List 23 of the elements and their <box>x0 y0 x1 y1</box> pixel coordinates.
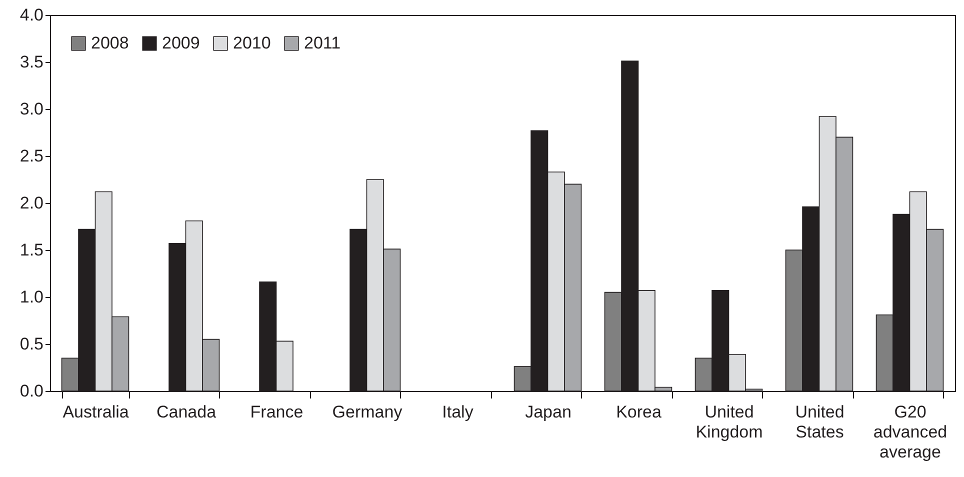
x-tick-label: Japan <box>525 402 572 422</box>
y-tick-label: 2.5 <box>20 146 44 166</box>
x-tick-label: G20 advanced average <box>873 402 948 462</box>
y-tick-label: 3.0 <box>20 100 44 118</box>
y-tick-label: 4.0 <box>20 6 44 24</box>
legend-label: 2009 <box>162 34 200 53</box>
legend-label: 2011 <box>304 34 341 53</box>
x-tick-label: United Kingdom <box>696 402 763 442</box>
x-tick-label: Australia <box>62 402 130 422</box>
x-tick-label: Korea <box>616 402 662 422</box>
y-tick-label: 3.5 <box>20 52 44 72</box>
y-tick-label: 1.0 <box>20 288 44 306</box>
y-tick-label: 0.0 <box>20 382 44 400</box>
y-tick-label: 0.5 <box>20 334 44 354</box>
x-tick-label: Canada <box>156 402 217 422</box>
y-tick-label: 2.0 <box>20 194 44 212</box>
x-tick-label: United States <box>795 402 844 442</box>
x-tick-label: Germany <box>332 402 403 422</box>
legend-label: 2008 <box>91 34 129 53</box>
legend-label: 2010 <box>233 34 271 53</box>
x-tick-label: France <box>250 402 304 422</box>
y-tick-label: 1.5 <box>20 240 44 260</box>
x-tick-label: Italy <box>442 402 474 422</box>
